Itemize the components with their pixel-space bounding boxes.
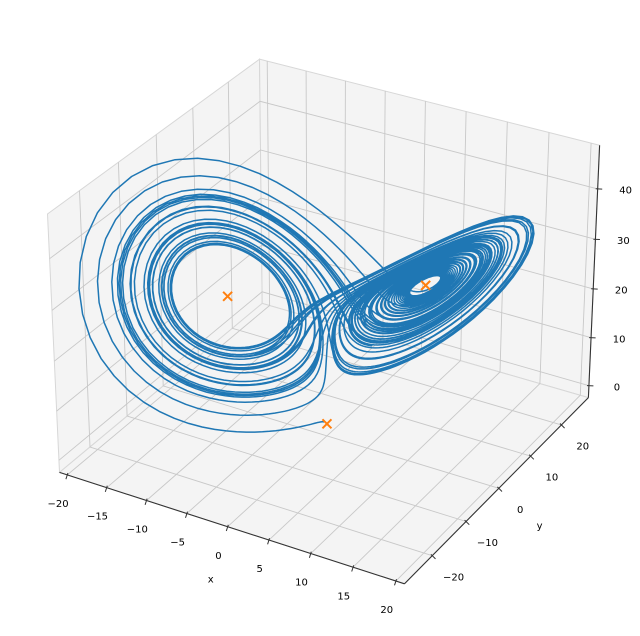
x-tick-mark (65, 472, 69, 480)
x-tick-label: 5 (257, 564, 263, 575)
z-tick-label: 10 (613, 334, 626, 345)
x-tick-label: 15 (337, 591, 350, 602)
x-axis-title: x (208, 575, 214, 586)
y-tick-mark (497, 486, 503, 492)
y-grid-line (117, 162, 467, 522)
y-tick-mark (559, 423, 565, 429)
fixed-point-x-marker (420, 280, 431, 291)
y-axis-line (404, 397, 589, 585)
fixed-point-x-marker (321, 418, 333, 430)
z-tick-label: 20 (615, 286, 628, 297)
y-grid-line (192, 107, 531, 457)
trajectory (78, 157, 535, 433)
fixed-point-x-marker (222, 291, 233, 302)
axis-lines (59, 145, 601, 585)
z-tick-label: 40 (619, 186, 632, 197)
x-tick-mark (185, 511, 188, 518)
x-tick-mark (351, 565, 355, 572)
tick-labels: −20 −15 −10 −5 0 5 10 15 20 −20 −10 0 10 20 0 10 20 30 40 (48, 186, 632, 616)
z-grid-line (58, 291, 590, 461)
axis-titles: xy (208, 521, 543, 586)
z-grid-line (49, 100, 598, 260)
x-tick-label: −10 (127, 525, 148, 536)
z-tick-label: 30 (617, 236, 630, 247)
z-tick-label: 0 (614, 382, 620, 393)
x-tick-mark (267, 538, 270, 545)
x-tick-label: −15 (87, 512, 108, 523)
x-tick-label: 0 (215, 551, 221, 562)
y-tick-label: 20 (576, 442, 589, 453)
y-grid-line (79, 190, 433, 557)
x-tick-mark (394, 579, 397, 586)
z-axis-line (587, 145, 601, 398)
y-tick-label: 10 (546, 473, 559, 484)
x-tick-label: −5 (170, 538, 185, 549)
x-tick-label: −20 (48, 499, 69, 510)
y-tick-mark (464, 519, 470, 526)
y-tick-label: −20 (443, 572, 464, 583)
x-tick-mark (144, 498, 148, 505)
x-tick-mark (104, 485, 108, 493)
y-grid-line (155, 134, 499, 489)
y-tick-mark (528, 454, 535, 460)
lorenz-attractor-line (78, 157, 535, 433)
fixed-point-markers (222, 280, 431, 430)
tick-marks (65, 188, 603, 586)
y-axis-title: y (537, 521, 543, 532)
y-tick-label: −10 (477, 538, 498, 549)
y-tick-mark (430, 553, 436, 560)
x-tick-mark (225, 524, 229, 532)
x-axis-line (59, 471, 405, 585)
y-tick-label: 0 (517, 505, 523, 516)
x-tick-label: 20 (380, 605, 393, 616)
x-tick-mark (308, 551, 312, 558)
x-tick-label: 10 (295, 578, 308, 589)
